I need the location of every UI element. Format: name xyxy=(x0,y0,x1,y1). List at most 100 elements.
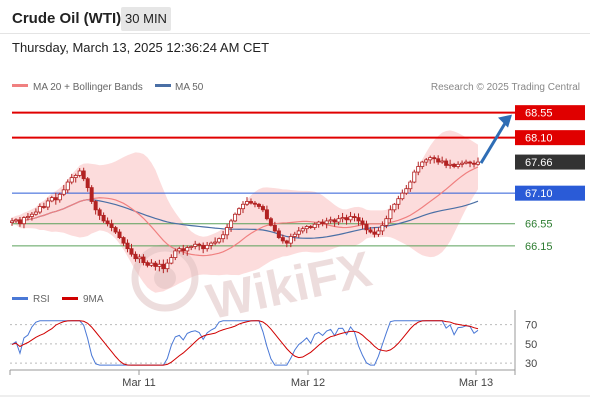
candle xyxy=(364,220,369,235)
rsi-tick-label-70: 70 xyxy=(525,320,537,332)
candle-body xyxy=(53,197,58,201)
candle xyxy=(229,218,234,232)
candle xyxy=(153,260,158,271)
candle xyxy=(292,231,297,242)
candle xyxy=(93,200,98,215)
candle-body xyxy=(340,217,345,220)
candle xyxy=(444,158,449,169)
candle xyxy=(165,259,170,273)
candle xyxy=(41,202,46,209)
candle xyxy=(205,241,210,252)
bollinger-band xyxy=(12,130,478,293)
candle xyxy=(248,198,253,205)
candle-body xyxy=(372,231,377,235)
candle xyxy=(105,217,110,227)
instrument-title: Crude Oil (WTI) xyxy=(12,10,122,27)
candle xyxy=(268,216,273,227)
rsi-tick-label-30: 30 xyxy=(525,358,537,370)
candle-body xyxy=(388,209,393,220)
candle-body xyxy=(109,223,114,228)
candle-body xyxy=(217,238,222,243)
datetime-label: Thursday, March 13, 2025 12:36:24 AM CET xyxy=(12,40,270,55)
candle-body xyxy=(9,220,14,223)
rsi-legend-swatch xyxy=(12,297,28,300)
candle xyxy=(336,215,341,226)
candle-body xyxy=(332,219,337,223)
candle xyxy=(360,217,365,230)
candle xyxy=(61,185,66,197)
candle xyxy=(284,239,289,248)
candle xyxy=(49,195,54,203)
candle-body xyxy=(241,203,246,210)
candle-body xyxy=(284,240,289,244)
candle xyxy=(328,216,333,224)
rsi-legend-label: RSI xyxy=(33,294,50,305)
candle-body xyxy=(185,247,190,252)
candle xyxy=(304,225,309,234)
candle xyxy=(29,212,34,221)
rsi-ma-legend-swatch xyxy=(62,297,78,300)
candle xyxy=(33,208,38,216)
candle-body xyxy=(129,248,134,255)
candle-body xyxy=(364,223,369,231)
candle xyxy=(217,237,222,244)
candle-body xyxy=(452,163,457,167)
candle-body xyxy=(260,206,265,211)
candle-body xyxy=(296,230,301,235)
timeframe-badge[interactable]: 30 MIN xyxy=(121,7,171,31)
candle-body xyxy=(149,262,154,266)
candle-body xyxy=(29,213,34,217)
candle-body xyxy=(17,219,22,225)
candle-body xyxy=(384,218,389,226)
candle xyxy=(440,156,445,164)
candle-body xyxy=(213,241,218,244)
candle xyxy=(157,259,162,272)
candle-body xyxy=(233,213,238,222)
candle xyxy=(173,248,178,261)
candle xyxy=(388,205,393,223)
candle-body xyxy=(225,227,230,236)
candle xyxy=(452,162,457,169)
candle xyxy=(456,161,461,169)
candle-body xyxy=(288,236,293,244)
candle-body xyxy=(436,158,441,163)
candle xyxy=(272,221,277,233)
candle xyxy=(21,216,26,229)
candle-body xyxy=(444,160,449,166)
candle xyxy=(464,159,469,165)
candle xyxy=(320,219,325,227)
candle-body xyxy=(137,256,142,260)
candle-body xyxy=(161,263,166,270)
candle-body xyxy=(292,233,297,237)
candle-body xyxy=(308,226,313,228)
candle-body xyxy=(157,263,162,267)
candle xyxy=(260,204,265,213)
pivot-label-bg-67.10 xyxy=(515,185,585,201)
candle-body xyxy=(85,178,90,189)
candle-body xyxy=(81,170,86,180)
candle-body xyxy=(133,253,138,260)
candle-body xyxy=(97,209,102,216)
rsi-ma-legend-label: 9MA xyxy=(83,294,104,305)
forecast-arrow-head xyxy=(498,114,512,128)
candle-body xyxy=(464,161,469,164)
candle xyxy=(101,212,106,223)
candle xyxy=(57,192,62,203)
candle xyxy=(53,192,58,205)
candle-body xyxy=(57,193,62,201)
candle xyxy=(189,245,194,251)
candle xyxy=(85,177,90,192)
candle-body xyxy=(416,166,421,173)
candle-body xyxy=(316,221,321,225)
candle xyxy=(468,160,473,168)
candle-body xyxy=(121,237,126,244)
candle xyxy=(384,215,389,229)
candle-body xyxy=(77,170,82,176)
candle-body xyxy=(37,206,42,213)
candle xyxy=(448,159,453,169)
candle xyxy=(300,226,305,234)
resistance-label-68.55: 68.55 xyxy=(525,108,553,120)
candle-body xyxy=(352,216,357,218)
candle-body xyxy=(141,256,146,263)
candle xyxy=(149,259,154,267)
